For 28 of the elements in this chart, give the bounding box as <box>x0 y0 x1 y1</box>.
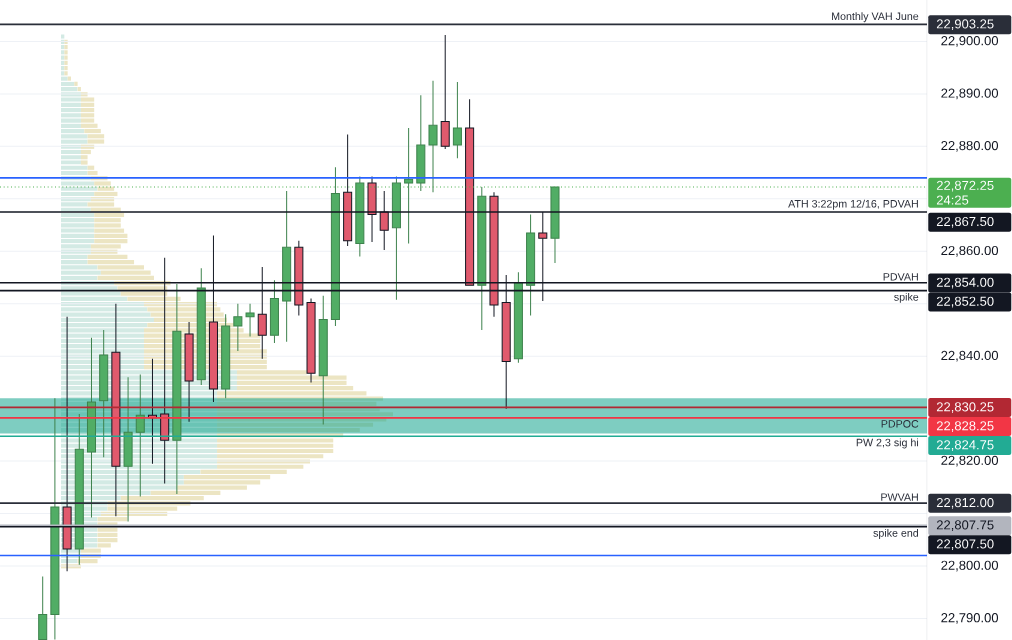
annotation: spike end <box>873 528 919 539</box>
ref-line-label: 22,903.25 <box>936 19 994 31</box>
ref-line-label: 22,854.00 <box>936 277 994 289</box>
ref-line-label: 22,830.25 <box>936 402 994 413</box>
ref-line-label: 22,807.50 <box>936 539 994 551</box>
y-tick-label: 22,860.00 <box>941 245 999 257</box>
ref-line-label: 22,872.25 <box>936 180 994 192</box>
ref-line-label: 22,824.75 <box>936 440 994 451</box>
text: 24:25 <box>936 195 969 205</box>
ref-line-label: 22,828.25 <box>936 421 994 432</box>
y-tick-label: 22,800.00 <box>941 560 999 572</box>
y-tick-label: 22,890.00 <box>941 88 999 100</box>
annotation: spike <box>894 292 919 303</box>
ref-line-label: 22,852.50 <box>936 296 994 308</box>
ref-line-label: 22,812.00 <box>936 497 994 509</box>
y-tick-label: 22,900.00 <box>941 36 999 47</box>
ref-line-label: 22,867.50 <box>936 216 994 228</box>
annotation: PWVAH <box>881 493 918 501</box>
y-tick-label: 22,880.00 <box>941 140 999 152</box>
annotation: ATH 3:22pm 12/16, PDVAH <box>788 199 918 210</box>
y-tick-label: 22,820.00 <box>941 455 999 467</box>
annotation: PDVAH <box>883 273 918 281</box>
annotation: PW 2,3 sig hi <box>856 438 919 449</box>
ref-line-label: 22,807.75 <box>936 520 994 532</box>
y-tick-label: 22,840.00 <box>941 350 999 362</box>
y-tick-label: 22,790.00 <box>941 613 999 624</box>
annotation: Monthly VAH June <box>832 12 919 23</box>
annotation: PDPOC <box>881 420 919 428</box>
